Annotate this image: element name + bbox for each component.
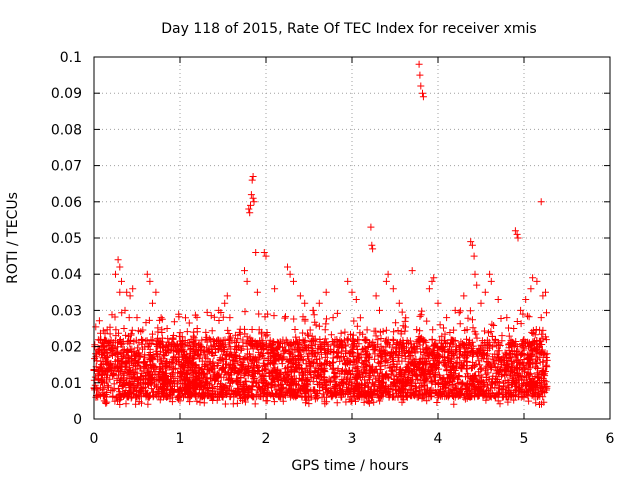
- y-tick-label: 0.06: [51, 195, 82, 211]
- x-tick-label: 0: [90, 431, 99, 447]
- axis-ticks: [93, 56, 611, 420]
- y-tick-label: 0.04: [51, 267, 82, 283]
- chart-title: Day 118 of 2015, Rate Of TEC Index for r…: [161, 21, 536, 37]
- x-axis-label: GPS time / hours: [291, 458, 408, 474]
- y-tick-label: 0.05: [51, 231, 82, 247]
- y-tick-label: 0.01: [51, 376, 82, 392]
- data-points: [90, 60, 551, 408]
- y-tick-label: 0.1: [60, 50, 82, 66]
- x-tick-label: 1: [176, 431, 185, 447]
- grid-lines: [94, 57, 610, 419]
- x-tick-label: 3: [348, 431, 357, 447]
- x-tick-label: 2: [262, 431, 271, 447]
- y-tick-label: 0: [73, 412, 82, 428]
- x-tick-label: 5: [520, 431, 529, 447]
- x-tick-label: 4: [434, 431, 443, 447]
- roti-point-markers: [90, 60, 551, 408]
- y-tick-label: 0.02: [51, 340, 82, 356]
- y-tick-label: 0.03: [51, 303, 82, 319]
- y-tick-label: 0.09: [51, 86, 82, 102]
- y-tick-label: 0.07: [51, 159, 82, 175]
- x-tick-label: 6: [606, 431, 615, 447]
- y-tick-label: 0.08: [51, 122, 82, 138]
- y-axis-label: ROTI / TECUs: [5, 192, 21, 284]
- y-tick-labels: 0 0.01 0.02 0.03 0.04 0.05 0.06 0.07 0.08 0.09 0.1: [51, 50, 82, 428]
- x-tick-labels: 0 1 2 3 4 5 6: [90, 431, 615, 447]
